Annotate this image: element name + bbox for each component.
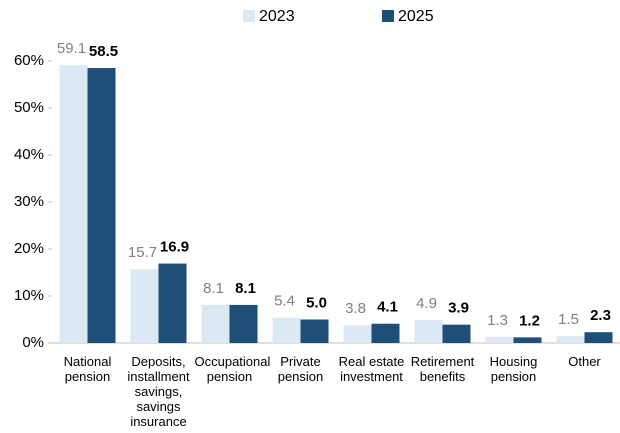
x-tick-label: Real estate investment: [338, 354, 405, 384]
legend-label: 2023: [259, 8, 295, 25]
y-tick-label: 0%: [22, 334, 44, 351]
bar: [272, 317, 301, 343]
x-tick-label: National pension: [63, 354, 112, 384]
bar: [87, 68, 116, 344]
value-label: 1.2: [519, 312, 540, 329]
bar: [414, 319, 443, 343]
y-tick-label: 20%: [14, 240, 44, 257]
x-tick-label: Deposits, installment savings, savings i…: [127, 354, 190, 429]
bar: [556, 335, 585, 343]
bar: [130, 269, 159, 343]
legend-swatch: [243, 10, 255, 22]
y-tick-label: 60%: [14, 52, 44, 69]
bar: [201, 304, 230, 343]
bar: [513, 337, 542, 343]
x-tick-label: Private pension: [277, 354, 324, 384]
bar: [229, 304, 258, 343]
value-label: 1.3: [487, 312, 508, 329]
value-label: 8.1: [235, 280, 256, 297]
value-label: 2.3: [590, 307, 611, 324]
value-label: 8.1: [203, 280, 224, 297]
bar: [442, 324, 471, 343]
x-tick-label: Other: [568, 354, 601, 369]
y-tick-label: 40%: [14, 146, 44, 163]
bar: [300, 319, 329, 343]
value-label: 16.9: [160, 239, 189, 256]
value-label: 5.4: [274, 293, 295, 310]
value-label: 3.8: [345, 300, 366, 317]
y-tick-label: 50%: [14, 99, 44, 116]
y-tick-label: 10%: [14, 287, 44, 304]
value-label: 3.9: [448, 300, 469, 317]
value-label: 5.0: [306, 294, 327, 311]
bar: [485, 336, 514, 343]
legend-swatch: [382, 10, 394, 22]
bar: [584, 332, 613, 343]
legend-label: 2025: [398, 8, 434, 25]
bar: [343, 325, 372, 343]
bar: [371, 323, 400, 343]
value-label: 4.1: [377, 299, 398, 316]
value-label: 4.9: [416, 295, 437, 312]
x-tick-label: Occupational pension: [194, 354, 271, 384]
x-tick-label: Housing pension: [489, 354, 538, 384]
bar: [158, 263, 187, 343]
value-label: 15.7: [128, 244, 157, 261]
value-label: 59.1: [57, 40, 86, 57]
value-label: 58.5: [89, 43, 118, 60]
value-label: 1.5: [558, 311, 579, 328]
x-tick-label: Retirement benefits: [410, 354, 475, 384]
y-tick-label: 30%: [14, 193, 44, 210]
bar: [59, 65, 88, 343]
